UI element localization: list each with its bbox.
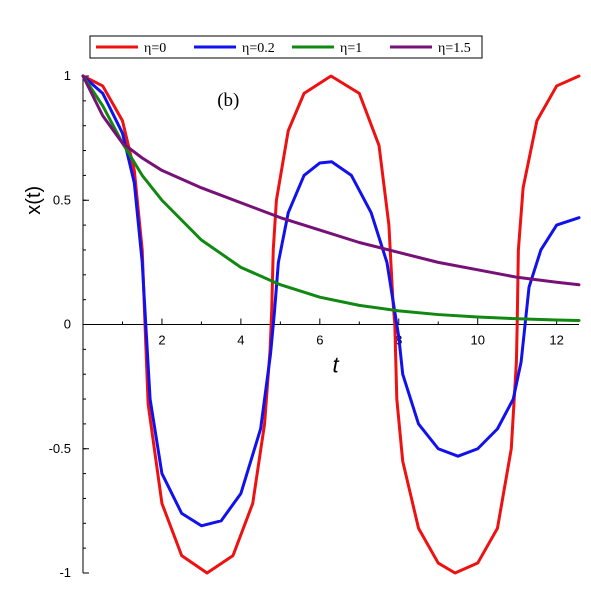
y-tick-label: -1 [59, 565, 71, 580]
series-line-0 [81, 74, 581, 575]
x-axis-label: t [333, 353, 340, 378]
x-tick-label: 6 [316, 333, 323, 348]
series-line-2 [81, 74, 581, 323]
series-layer [81, 74, 581, 575]
y-tick-label: 0 [64, 317, 71, 332]
legend-label-1: η=0.2 [242, 41, 275, 56]
x-tick-label: 2 [158, 333, 165, 348]
y-tick-label: -0.5 [49, 441, 71, 456]
legend-label-3: η=1.5 [438, 41, 471, 56]
x-tick-label: 4 [237, 333, 244, 348]
panel-annotation: (b) [217, 90, 239, 111]
legend-label-2: η=1 [340, 41, 362, 56]
legend-box [89, 35, 483, 59]
series-line-3 [81, 74, 581, 287]
series-line-1 [81, 74, 581, 528]
y-tick-label: 1 [64, 68, 71, 83]
x-tick-label: 12 [549, 333, 563, 348]
legend: η=0 η=0.2 η=1 η=1.5 [89, 35, 483, 59]
y-tick-label: 0.5 [53, 192, 71, 207]
x-tick-label: 10 [470, 333, 484, 348]
y-axis-label: x(t) [23, 186, 45, 215]
legend-label-0: η=0 [144, 41, 166, 56]
